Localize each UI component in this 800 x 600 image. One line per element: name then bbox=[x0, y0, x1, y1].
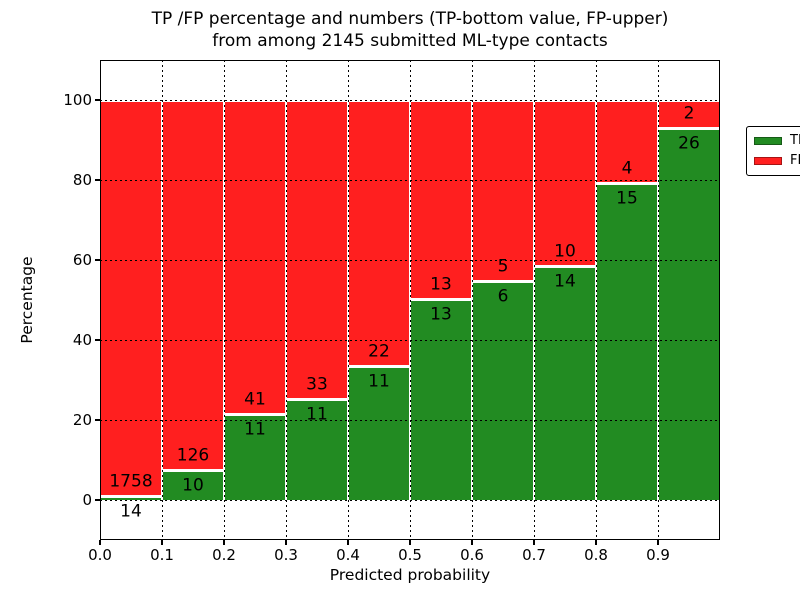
vertical-gridline bbox=[533, 60, 535, 540]
bar-segment-fp bbox=[659, 102, 719, 127]
y-tick-mark bbox=[95, 259, 100, 261]
chart-title-line1: TP /FP percentage and numbers (TP-bottom… bbox=[151, 9, 669, 29]
tp-count-label: 6 bbox=[497, 286, 509, 307]
legend-swatch-tp bbox=[754, 136, 782, 145]
bar-segment-tp bbox=[349, 367, 409, 500]
x-tick-mark bbox=[595, 540, 597, 545]
bar-segment-fp bbox=[225, 102, 285, 414]
x-tick-label: 0.3 bbox=[274, 546, 298, 564]
legend-entry-tp: TP bbox=[754, 132, 800, 149]
tp-count-label: 11 bbox=[244, 419, 266, 440]
x-tick-label: 0.9 bbox=[646, 546, 670, 564]
bar-segment-fp bbox=[411, 102, 471, 298]
y-tick-mark bbox=[95, 419, 100, 421]
fp-count-label: 5 bbox=[497, 256, 509, 277]
x-tick-label: 0.6 bbox=[460, 546, 484, 564]
bar-segment-tp bbox=[411, 301, 471, 500]
fp-count-label: 33 bbox=[306, 374, 328, 395]
x-tick-label: 0.0 bbox=[88, 546, 112, 564]
vertical-gridline bbox=[657, 60, 659, 540]
y-tick-label: 60 bbox=[72, 251, 92, 269]
x-tick-mark bbox=[409, 540, 411, 545]
tp-count-label: 11 bbox=[368, 371, 390, 392]
vertical-gridline bbox=[409, 60, 411, 540]
chart-title: TP /FP percentage and numbers (TP-bottom… bbox=[100, 8, 720, 52]
x-tick-label: 0.2 bbox=[212, 546, 236, 564]
fp-count-label: 10 bbox=[554, 241, 576, 262]
x-tick-mark bbox=[285, 540, 287, 545]
tp-count-label: 14 bbox=[120, 501, 142, 522]
vertical-gridline bbox=[223, 60, 225, 540]
bar-segment-fp bbox=[535, 102, 595, 265]
x-tick-mark bbox=[99, 540, 101, 545]
y-tick-label: 100 bbox=[63, 91, 92, 109]
bar-segment-tp bbox=[473, 282, 533, 500]
x-tick-mark bbox=[223, 540, 225, 545]
fp-count-label: 4 bbox=[621, 158, 633, 179]
bar-segment-fp bbox=[473, 102, 533, 280]
y-tick-label: 0 bbox=[82, 491, 92, 509]
plot-area: TP FP 1758 14 126 10 41 11 33 11 22 11 13 13 5 6 10 14 4… bbox=[100, 60, 800, 540]
fp-count-label: 22 bbox=[368, 341, 390, 362]
y-tick-mark bbox=[95, 339, 100, 341]
tp-count-label: 13 bbox=[430, 304, 452, 325]
x-tick-mark bbox=[533, 540, 535, 545]
x-tick-label: 0.8 bbox=[584, 546, 608, 564]
x-tick-mark bbox=[471, 540, 473, 545]
y-tick-mark bbox=[95, 499, 100, 501]
vertical-gridline bbox=[347, 60, 349, 540]
legend: TP FP bbox=[746, 126, 800, 176]
y-axis-label: Percentage bbox=[18, 256, 36, 344]
y-tick-label: 40 bbox=[72, 331, 92, 349]
tp-count-label: 14 bbox=[554, 271, 576, 292]
x-axis-label: Predicted probability bbox=[329, 566, 491, 584]
legend-label-tp: TP bbox=[790, 133, 800, 148]
fp-count-label: 2 bbox=[683, 103, 695, 124]
fp-count-label: 13 bbox=[430, 274, 452, 295]
bar-segment-tp bbox=[535, 267, 595, 500]
legend-entry-fp: FP bbox=[754, 152, 800, 169]
bar-segment-tp bbox=[287, 401, 347, 500]
fp-count-label: 1758 bbox=[109, 471, 153, 492]
tp-count-label: 26 bbox=[678, 133, 700, 154]
bar-segment-tp bbox=[225, 416, 285, 500]
x-tick-label: 0.4 bbox=[336, 546, 360, 564]
tp-count-label: 11 bbox=[306, 404, 328, 425]
fp-count-label: 126 bbox=[176, 445, 210, 466]
vertical-gridline bbox=[161, 60, 163, 540]
bar-segment-fp bbox=[597, 102, 657, 183]
x-tick-mark bbox=[657, 540, 659, 545]
bar-segment-tp bbox=[597, 185, 657, 500]
y-tick-label: 80 bbox=[72, 171, 92, 189]
x-tick-label: 0.7 bbox=[522, 546, 546, 564]
legend-swatch-fp bbox=[754, 156, 782, 165]
bar-segment-tp bbox=[659, 129, 719, 500]
tp-count-label: 15 bbox=[616, 188, 638, 209]
bar-segment-tp bbox=[163, 471, 223, 500]
vertical-gridline bbox=[285, 60, 287, 540]
y-tick-label: 20 bbox=[72, 411, 92, 429]
bar-segment-fp bbox=[349, 102, 409, 365]
x-tick-label: 0.1 bbox=[150, 546, 174, 564]
legend-label-fp: FP bbox=[790, 153, 800, 168]
bar-segment-fp bbox=[101, 102, 161, 495]
tp-count-label: 10 bbox=[182, 475, 204, 496]
bar-segment-fp bbox=[163, 102, 223, 469]
x-tick-mark bbox=[347, 540, 349, 545]
vertical-gridline bbox=[595, 60, 597, 540]
vertical-gridline bbox=[471, 60, 473, 540]
y-tick-mark bbox=[95, 179, 100, 181]
y-tick-mark bbox=[95, 99, 100, 101]
fp-count-label: 41 bbox=[244, 389, 266, 410]
x-tick-mark bbox=[161, 540, 163, 545]
chart-title-line2: from among 2145 submitted ML-type contac… bbox=[212, 31, 608, 51]
bar-segment-tp bbox=[101, 497, 161, 500]
bar-segment-fp bbox=[287, 102, 347, 398]
x-tick-label: 0.5 bbox=[398, 546, 422, 564]
